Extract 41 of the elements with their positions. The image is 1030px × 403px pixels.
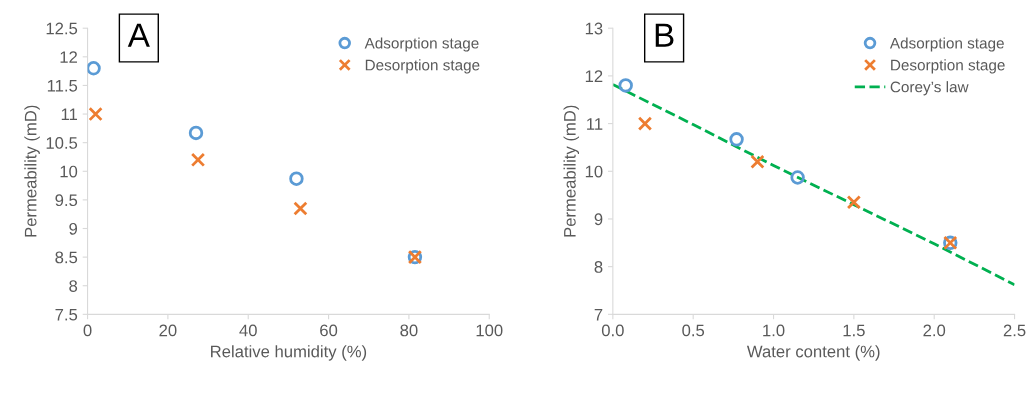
legend-label: Corey’s law: [890, 81, 969, 96]
y-tick-label: 9: [69, 222, 78, 235]
x-axis-title: Relative humidity (%): [211, 345, 367, 361]
y-tick-label: 8: [594, 261, 603, 273]
y-tick-label: 7.5: [55, 308, 78, 321]
legend-label: Desorption stage: [365, 59, 480, 74]
x-tick-label: 2.5: [1003, 324, 1026, 337]
x-tick-label: 0: [83, 324, 92, 337]
y-tick-label: 9: [594, 213, 603, 226]
y-tick-label: 12: [585, 70, 603, 82]
x-tick-label: 2.0: [923, 324, 946, 337]
legend-label: Adsorption stage: [364, 37, 479, 52]
x-tick-label: 40: [239, 324, 257, 337]
legend-label: Adsorption stage: [889, 37, 1004, 52]
x-axis-title: Water content (%): [746, 345, 880, 361]
y-tick-label: 12.5: [46, 22, 78, 35]
x-tick-label: 0.0: [601, 324, 624, 337]
legend-label: Desorption stage: [891, 59, 1005, 74]
x-tick-label: 80: [400, 324, 418, 337]
x-tick-label: 0.5: [682, 324, 705, 337]
y-tick-label: 9.5: [55, 194, 78, 207]
x-tick-label: 20: [159, 324, 177, 337]
y-tick-label: 11.5: [47, 80, 78, 92]
y-tick-label: 13: [585, 22, 603, 35]
x-tick-label: 1.5: [843, 324, 865, 337]
x-tick-label: 100: [476, 324, 503, 337]
y-axis-title: Permeability (mD): [24, 105, 40, 237]
y-tick-label: 8.5: [55, 251, 78, 264]
y-tick-label: 8: [69, 280, 78, 292]
y-tick-label: 10: [60, 165, 78, 178]
x-tick-label: 1.0: [763, 324, 785, 337]
y-tick-label: 12: [60, 51, 77, 63]
y-axis-title: Permeability (mD): [563, 105, 580, 237]
annotation: A: [127, 23, 150, 47]
y-tick-label: 10: [585, 165, 603, 178]
annotation: B: [655, 23, 674, 47]
y-tick-label: 10.5: [46, 137, 78, 149]
y-tick-label: 11: [61, 108, 78, 121]
y-tick-label: 11: [587, 118, 603, 130]
y-tick-label: 7: [594, 308, 603, 321]
x-tick-label: 60: [320, 324, 338, 337]
